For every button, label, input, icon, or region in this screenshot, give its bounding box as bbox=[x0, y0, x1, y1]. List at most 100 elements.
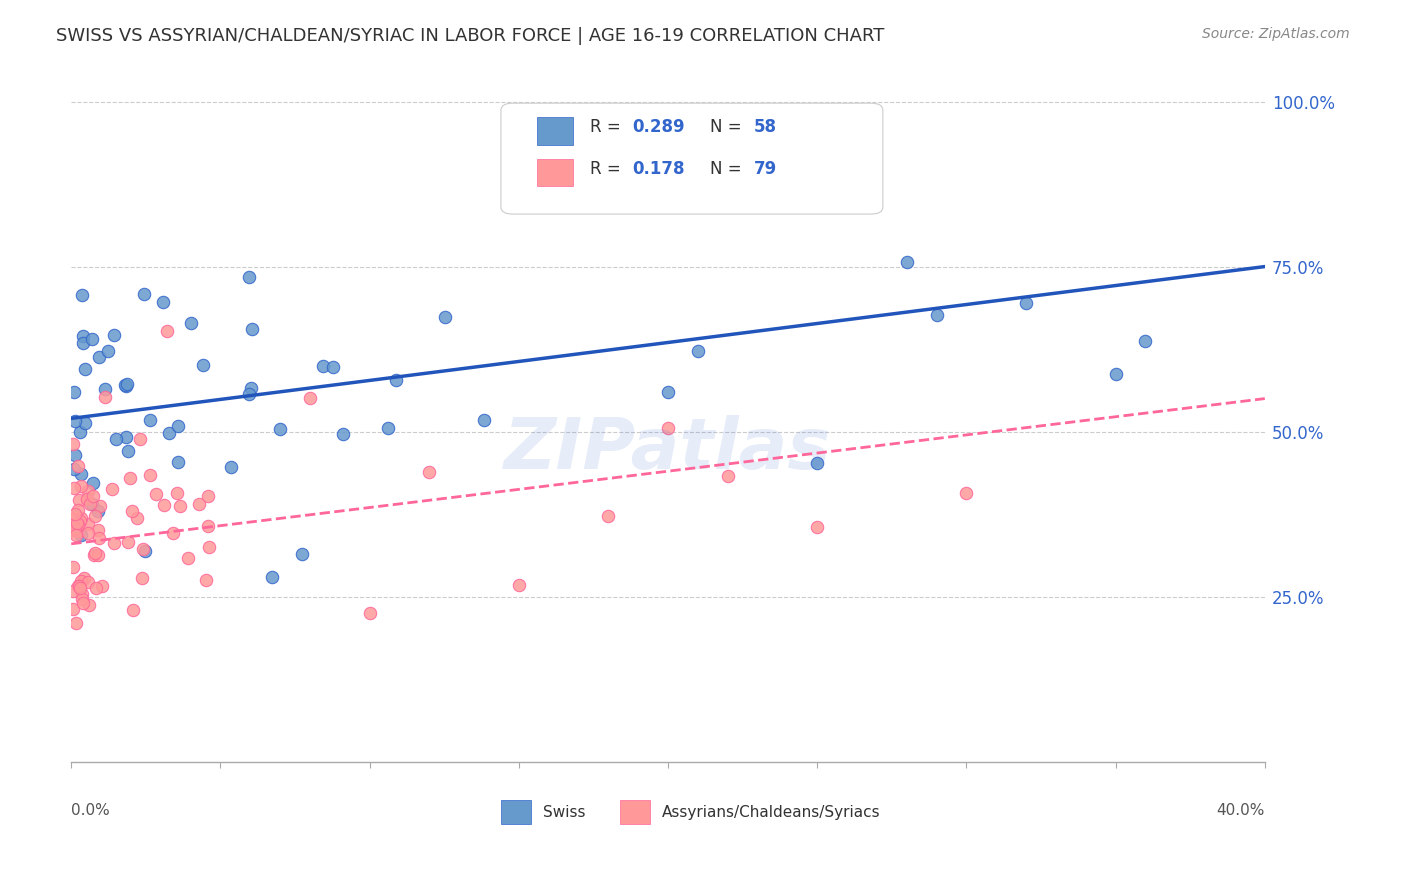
Bar bbox=[620, 800, 650, 824]
Assyrians/Chaldeans/Syriacs bbox=[91, 579, 114, 593]
Swiss bbox=[1135, 334, 1157, 349]
Assyrians/Chaldeans/Syriacs bbox=[77, 526, 100, 541]
Assyrians/Chaldeans/Syriacs bbox=[76, 484, 98, 499]
Assyrians/Chaldeans/Syriacs bbox=[197, 519, 219, 533]
Assyrians/Chaldeans/Syriacs bbox=[128, 432, 150, 446]
Text: 0.178: 0.178 bbox=[633, 160, 685, 178]
Assyrians/Chaldeans/Syriacs bbox=[87, 548, 110, 562]
Swiss bbox=[65, 414, 87, 428]
Assyrians/Chaldeans/Syriacs bbox=[66, 518, 89, 533]
Assyrians/Chaldeans/Syriacs bbox=[298, 391, 321, 405]
Swiss bbox=[72, 336, 94, 351]
Swiss bbox=[806, 456, 828, 470]
Assyrians/Chaldeans/Syriacs bbox=[118, 471, 141, 485]
Assyrians/Chaldeans/Syriacs bbox=[103, 536, 125, 550]
Assyrians/Chaldeans/Syriacs bbox=[145, 487, 167, 501]
Assyrians/Chaldeans/Syriacs bbox=[197, 540, 219, 554]
Assyrians/Chaldeans/Syriacs bbox=[84, 508, 107, 523]
Assyrians/Chaldeans/Syriacs bbox=[138, 467, 160, 482]
Assyrians/Chaldeans/Syriacs bbox=[69, 511, 91, 525]
Text: Assyrians/Chaldeans/Syriacs: Assyrians/Chaldeans/Syriacs bbox=[662, 805, 880, 820]
Swiss bbox=[139, 413, 162, 427]
Assyrians/Chaldeans/Syriacs bbox=[66, 516, 89, 530]
Swiss bbox=[69, 425, 91, 440]
Bar bbox=[537, 159, 572, 186]
Swiss bbox=[114, 430, 136, 444]
Assyrians/Chaldeans/Syriacs bbox=[197, 489, 219, 503]
Swiss bbox=[166, 455, 188, 469]
Swiss bbox=[134, 287, 156, 301]
Swiss bbox=[385, 373, 408, 387]
Assyrians/Chaldeans/Syriacs bbox=[65, 616, 87, 631]
Assyrians/Chaldeans/Syriacs bbox=[153, 498, 176, 512]
Assyrians/Chaldeans/Syriacs bbox=[131, 571, 153, 585]
Swiss bbox=[73, 416, 96, 430]
FancyBboxPatch shape bbox=[501, 103, 883, 214]
Assyrians/Chaldeans/Syriacs bbox=[62, 602, 84, 616]
Swiss bbox=[1104, 367, 1126, 381]
Assyrians/Chaldeans/Syriacs bbox=[418, 466, 440, 480]
Assyrians/Chaldeans/Syriacs bbox=[77, 598, 100, 612]
Swiss bbox=[262, 570, 284, 584]
Swiss bbox=[134, 544, 156, 558]
Assyrians/Chaldeans/Syriacs bbox=[66, 524, 89, 538]
Assyrians/Chaldeans/Syriacs bbox=[67, 579, 90, 593]
Swiss bbox=[75, 361, 97, 376]
Swiss bbox=[63, 462, 86, 476]
Assyrians/Chaldeans/Syriacs bbox=[67, 492, 90, 507]
Assyrians/Chaldeans/Syriacs bbox=[69, 514, 91, 528]
Text: N =: N = bbox=[710, 119, 747, 136]
Text: 79: 79 bbox=[754, 160, 778, 178]
Assyrians/Chaldeans/Syriacs bbox=[657, 420, 679, 434]
Swiss bbox=[63, 385, 86, 400]
Swiss bbox=[657, 385, 679, 400]
Swiss bbox=[115, 377, 138, 392]
Assyrians/Chaldeans/Syriacs bbox=[194, 573, 217, 587]
Swiss bbox=[221, 460, 243, 475]
Swiss bbox=[167, 418, 190, 433]
Text: 0.289: 0.289 bbox=[633, 119, 685, 136]
Assyrians/Chaldeans/Syriacs bbox=[508, 578, 530, 592]
Assyrians/Chaldeans/Syriacs bbox=[598, 508, 620, 523]
Assyrians/Chaldeans/Syriacs bbox=[67, 579, 90, 593]
Assyrians/Chaldeans/Syriacs bbox=[70, 478, 93, 492]
Assyrians/Chaldeans/Syriacs bbox=[70, 587, 93, 601]
Assyrians/Chaldeans/Syriacs bbox=[69, 581, 91, 595]
Assyrians/Chaldeans/Syriacs bbox=[70, 574, 93, 588]
Assyrians/Chaldeans/Syriacs bbox=[717, 468, 740, 483]
Assyrians/Chaldeans/Syriacs bbox=[127, 511, 149, 525]
Swiss bbox=[70, 467, 93, 482]
Swiss bbox=[104, 432, 127, 446]
Swiss bbox=[72, 328, 94, 343]
Text: ZIPatlas: ZIPatlas bbox=[505, 416, 832, 484]
Swiss bbox=[80, 332, 103, 346]
Assyrians/Chaldeans/Syriacs bbox=[73, 572, 96, 586]
Text: R =: R = bbox=[591, 160, 627, 178]
Assyrians/Chaldeans/Syriacs bbox=[66, 503, 89, 517]
Swiss bbox=[97, 343, 120, 358]
Assyrians/Chaldeans/Syriacs bbox=[76, 491, 98, 506]
Assyrians/Chaldeans/Syriacs bbox=[187, 497, 209, 511]
Assyrians/Chaldeans/Syriacs bbox=[63, 522, 86, 536]
Swiss bbox=[63, 448, 86, 462]
Swiss bbox=[89, 350, 111, 364]
Text: SWISS VS ASSYRIAN/CHALDEAN/SYRIAC IN LABOR FORCE | AGE 16-19 CORRELATION CHART: SWISS VS ASSYRIAN/CHALDEAN/SYRIAC IN LAB… bbox=[56, 27, 884, 45]
Text: 0.0%: 0.0% bbox=[72, 804, 110, 818]
Bar bbox=[537, 117, 572, 145]
Text: N =: N = bbox=[710, 160, 747, 178]
Assyrians/Chaldeans/Syriacs bbox=[89, 531, 111, 545]
Assyrians/Chaldeans/Syriacs bbox=[79, 497, 101, 511]
Assyrians/Chaldeans/Syriacs bbox=[169, 499, 191, 513]
Assyrians/Chaldeans/Syriacs bbox=[359, 606, 381, 620]
Swiss bbox=[238, 387, 260, 401]
Assyrians/Chaldeans/Syriacs bbox=[62, 560, 84, 574]
Assyrians/Chaldeans/Syriacs bbox=[177, 551, 200, 566]
Assyrians/Chaldeans/Syriacs bbox=[87, 523, 110, 537]
Swiss bbox=[1015, 296, 1038, 310]
Swiss bbox=[322, 360, 344, 375]
Swiss bbox=[377, 421, 399, 435]
Assyrians/Chaldeans/Syriacs bbox=[117, 535, 139, 549]
Assyrians/Chaldeans/Syriacs bbox=[121, 503, 143, 517]
Text: R =: R = bbox=[591, 119, 627, 136]
Assyrians/Chaldeans/Syriacs bbox=[77, 516, 100, 531]
